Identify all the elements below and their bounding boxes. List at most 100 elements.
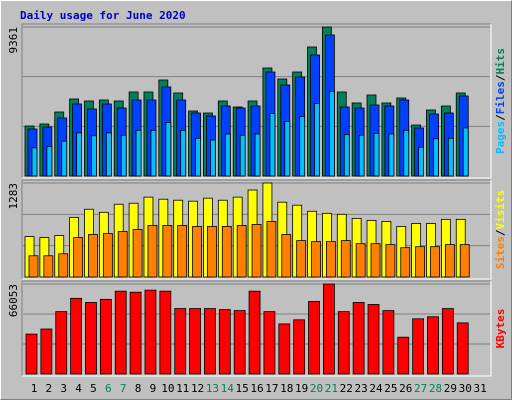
bar [224,133,231,177]
bar [174,308,187,375]
bar [195,137,201,177]
bar [31,147,38,177]
bar [462,127,469,177]
bar [129,291,142,375]
x-tick-label: 13 [206,382,219,395]
bar [61,140,68,177]
bar [162,225,173,278]
bar [120,134,127,177]
bar [55,311,68,375]
y-tick-label: 1283 [7,183,20,210]
x-tick-label: 19 [295,382,308,395]
x-tick-label: 26 [399,382,412,395]
x-tick-label: 4 [75,382,82,395]
panel-border-light [22,281,492,377]
x-tick-label: 21 [325,382,338,395]
bar [150,129,157,177]
bar [28,255,39,278]
bar [180,129,187,177]
bar [370,243,381,278]
legend-entry: Pages [494,121,507,154]
bar [76,132,83,177]
bar [105,132,112,177]
bar [352,302,365,375]
x-tick-label: 28 [429,382,442,395]
bar [43,255,54,278]
x-tick-label: 11 [176,382,189,395]
legend-separator: / [494,114,507,121]
bar [192,226,202,278]
bar [355,243,366,278]
bar [25,333,38,375]
bar [322,283,335,375]
x-tick-label: 15 [236,382,249,395]
bar [266,220,277,278]
x-tick-label: 29 [444,382,457,395]
bar [177,225,188,278]
bar [251,223,262,278]
legend: Sites/Visits [494,190,507,270]
bar [325,241,336,278]
bar [456,322,469,375]
bar [427,316,439,375]
legend: KBytes [494,309,507,349]
panel-border-dark [21,179,491,279]
x-tick-label: 14 [221,382,235,395]
bar [58,253,69,278]
legend-entry: Sites [494,236,507,269]
bar [444,244,455,278]
x-tick-label: 31 [473,382,486,395]
legend-separator: / [494,74,507,81]
legend: Pages/Files/Hits [494,48,507,154]
y-tick-label: 9361 [7,27,20,54]
bar [263,311,276,375]
bar [248,290,261,375]
bar [99,298,112,375]
legend-separator: / [494,229,507,236]
bar [254,133,261,177]
bar [70,297,83,375]
bar [400,247,411,278]
bar [430,246,440,278]
bar [296,240,307,278]
bar [418,146,425,177]
bar [236,225,247,278]
panel-border-light [22,24,492,179]
bar [132,229,143,278]
bar [447,137,454,177]
bar [144,289,157,375]
bar [397,336,410,375]
bar [314,103,320,177]
x-tick-label: 24 [369,382,383,395]
bar [88,234,98,278]
bar [415,246,426,278]
bar [403,129,410,177]
bar [159,290,172,375]
bar [239,134,246,177]
bar [382,310,395,375]
bar [308,300,320,375]
x-tick-label: 8 [135,382,142,395]
bar [91,135,97,177]
bar [311,241,321,278]
bar [233,310,246,375]
bar [385,244,396,278]
x-tick-label: 12 [191,382,204,395]
x-tick-label: 2 [46,382,53,395]
bar [218,309,231,375]
bar [269,113,276,177]
bar [343,134,350,177]
legend-entry: Files [494,81,507,114]
x-tick-label: 5 [90,382,97,395]
bar [114,290,127,375]
x-tick-label: 27 [414,382,427,395]
bar [328,90,335,177]
x-tick-label: 7 [120,382,127,395]
x-tick-label: 3 [60,382,67,395]
legend-entry: Hits [494,48,507,75]
bar [73,237,84,278]
bar [147,225,158,278]
x-tick-label: 6 [105,382,112,395]
bar [293,319,306,375]
